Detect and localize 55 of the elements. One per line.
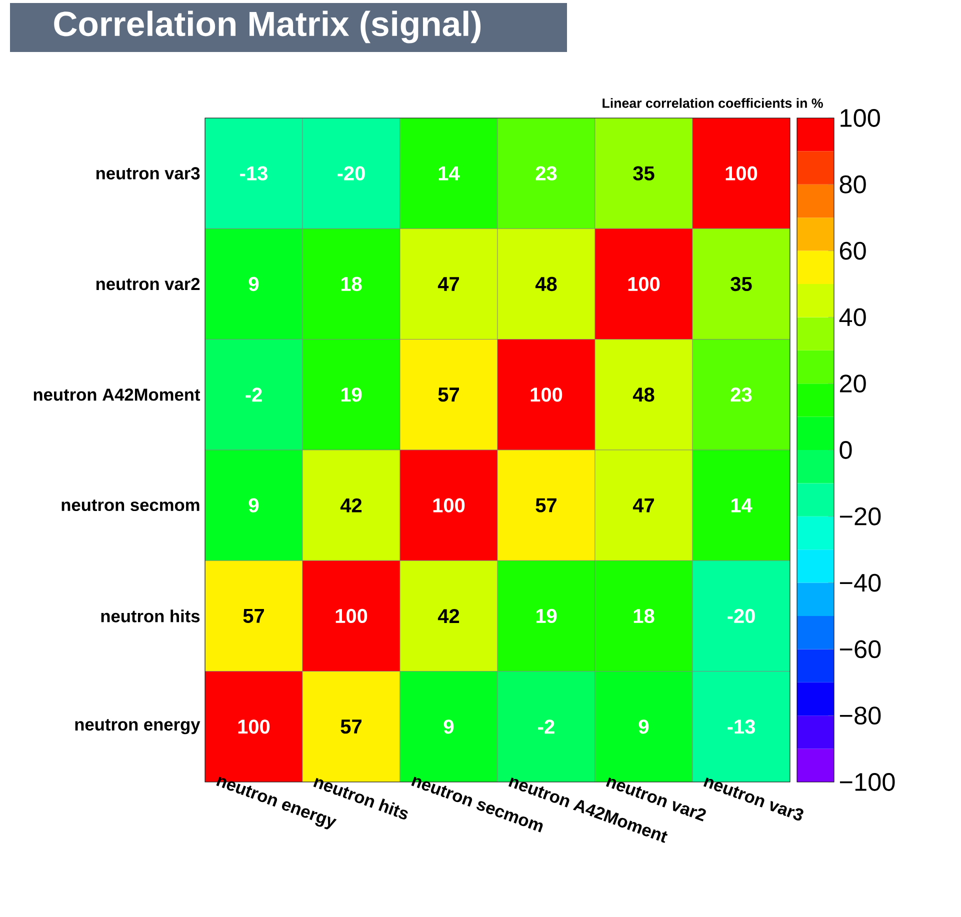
data-label: 14 [438, 166, 460, 180]
data-label: 14 [731, 498, 752, 512]
data-label: 57 [536, 498, 556, 512]
color-bar-label: 0 [840, 441, 852, 459]
color-bar-label: −80 [840, 706, 881, 725]
data-label: 9 [248, 276, 259, 292]
data-label: -13 [240, 166, 268, 180]
y-tick-label: neutron energy [75, 719, 200, 734]
color-bar-label: −60 [840, 640, 881, 658]
data-label: -13 [728, 720, 755, 734]
data-label: -2 [246, 388, 262, 402]
data-label: -2 [538, 720, 554, 734]
data-label: 19 [536, 608, 557, 624]
data-label: 47 [632, 498, 654, 512]
data-label: 48 [632, 388, 654, 402]
data-label: 42 [438, 609, 460, 623]
data-label: 100 [433, 498, 465, 512]
data-label: 57 [243, 609, 264, 623]
y-tick-label: neutron secmom [62, 500, 200, 512]
data-label: 100 [726, 166, 758, 180]
color-bar-label: −100 [840, 773, 895, 791]
color-bar-label: 100 [840, 109, 880, 127]
data-label: 100 [238, 720, 270, 734]
color-bar-title: Linear correlation coefficients in % [602, 98, 823, 108]
data-label: 18 [341, 276, 362, 292]
data-label: 9 [444, 720, 454, 734]
data-label: 19 [341, 388, 362, 402]
data-label: 42 [340, 498, 362, 512]
color-bar-label: 80 [840, 175, 866, 194]
y-tick-label: neutron var3 [96, 167, 200, 180]
color-bar-label: 40 [839, 308, 866, 326]
data-label: 18 [634, 608, 654, 624]
data-label: 35 [730, 276, 752, 292]
data-label: 47 [438, 277, 459, 291]
data-label: 48 [535, 276, 557, 292]
data-label: 100 [628, 276, 660, 292]
data-label: 100 [336, 608, 368, 624]
data-label: 100 [530, 388, 562, 402]
chart-title: Correlation Matrix (signal) [54, 10, 481, 44]
data-label: -20 [338, 166, 365, 180]
color-bar-label: 60 [840, 242, 866, 260]
y-tick-label: neutron A42Moment [34, 388, 200, 401]
data-label: 23 [536, 166, 557, 180]
data-label: -20 [728, 608, 755, 624]
color-bar-label: −20 [840, 507, 881, 526]
data-label: 9 [248, 498, 259, 512]
data-label: 9 [638, 720, 649, 734]
color-bar-label: −40 [840, 574, 881, 592]
data-label: 57 [340, 720, 362, 734]
y-tick-label: neutron hits [101, 610, 200, 622]
y-tick-label: neutron var2 [96, 278, 200, 290]
data-label: 23 [730, 388, 752, 402]
data-label: 35 [633, 166, 654, 180]
data-label: 57 [438, 388, 459, 402]
color-bar-label: 20 [840, 374, 866, 393]
